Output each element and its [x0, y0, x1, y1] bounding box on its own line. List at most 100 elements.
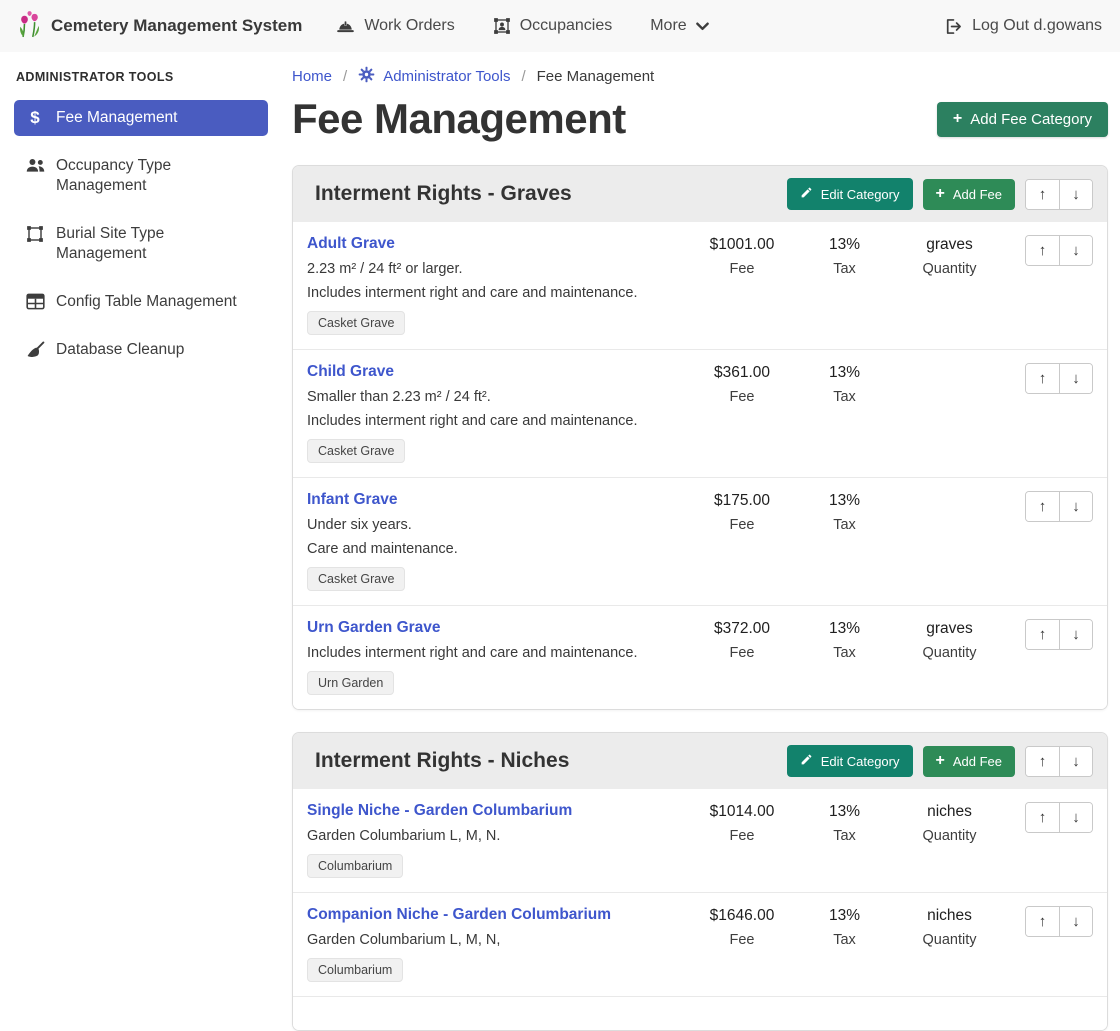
quantity-label: Quantity	[892, 261, 1007, 277]
fee-amount-value: $175.00	[687, 492, 797, 510]
edit-category-button[interactable]: Edit Category	[787, 745, 913, 777]
fee-name-link[interactable]: Companion Niche - Garden Columbarium	[307, 906, 611, 924]
add-fee-category-button[interactable]: + Add Fee Category	[937, 102, 1108, 137]
nav-occupancies[interactable]: Occupancies	[493, 17, 613, 35]
edit-category-button[interactable]: Edit Category	[787, 178, 913, 210]
fee-row: Child Grave Smaller than 2.23 m² / 24 ft…	[293, 349, 1107, 477]
fee-amount-label: Fee	[687, 389, 797, 405]
sidebar-item-occupancy-type-management[interactable]: Occupancy Type Management	[14, 148, 268, 204]
fee-details: Child Grave Smaller than 2.23 m² / 24 ft…	[307, 363, 687, 463]
category-header: Interment Rights - Niches Edit Category …	[293, 733, 1107, 789]
fee-type-badge: Casket Grave	[307, 311, 405, 335]
fee-descriptions: Under six years.Care and maintenance.	[307, 517, 677, 557]
move-category-down-button[interactable]: ↓	[1059, 747, 1092, 776]
move-fee-down-button[interactable]: ↓	[1059, 236, 1092, 265]
tax-value: 13%	[797, 620, 892, 638]
move-fee-down-button[interactable]: ↓	[1059, 492, 1092, 521]
quantity-label: Quantity	[892, 932, 1007, 948]
fee-amount-column: $372.00 Fee	[687, 619, 797, 661]
fee-reorder-group: ↑ ↓	[1025, 802, 1093, 833]
category-list: Interment Rights - Graves Edit Category …	[292, 165, 1108, 1031]
sidebar-item-label: Burial Site Type Management	[56, 224, 258, 264]
plus-icon: +	[936, 188, 945, 200]
fee-name-link[interactable]: Single Niche - Garden Columbarium	[307, 802, 572, 820]
nav-work-orders-label: Work Orders	[364, 17, 454, 35]
move-fee-down-button[interactable]: ↓	[1059, 803, 1092, 832]
fee-row: Adult Grave 2.23 m² / 24 ft² or larger.I…	[293, 222, 1107, 349]
fee-description: Includes interment right and care and ma…	[307, 285, 677, 301]
add-fee-button[interactable]: + Add Fee	[923, 179, 1016, 210]
fee-descriptions: Garden Columbarium L, M, N,	[307, 932, 677, 948]
sidebar-item-fee-management[interactable]: $ Fee Management	[14, 100, 268, 136]
arrow-down-icon: ↓	[1072, 913, 1080, 930]
arrow-up-icon: ↑	[1039, 186, 1047, 203]
move-fee-up-button[interactable]: ↑	[1026, 492, 1059, 521]
move-fee-down-button[interactable]: ↓	[1059, 620, 1092, 649]
move-fee-up-button[interactable]: ↑	[1026, 620, 1059, 649]
tax-column: 13% Tax	[797, 906, 892, 948]
category-title: Interment Rights - Niches	[315, 749, 787, 773]
fee-description: Garden Columbarium L, M, N.	[307, 828, 677, 844]
nav-work-orders[interactable]: Work Orders	[336, 17, 454, 35]
add-fee-button[interactable]: + Add Fee	[923, 746, 1016, 777]
tax-label: Tax	[797, 261, 892, 277]
move-fee-up-button[interactable]: ↑	[1026, 907, 1059, 936]
fee-description: Care and maintenance.	[307, 541, 677, 557]
arrow-down-icon: ↓	[1072, 370, 1080, 387]
breadcrumb-home-link[interactable]: Home	[292, 68, 332, 85]
fee-reorder-group: ↑ ↓	[1025, 235, 1093, 266]
fee-name-link[interactable]: Infant Grave	[307, 491, 397, 509]
sidebar-item-label: Occupancy Type Management	[56, 156, 258, 196]
logout-icon	[944, 18, 963, 35]
tax-column: 13% Tax	[797, 491, 892, 533]
move-fee-up-button[interactable]: ↑	[1026, 236, 1059, 265]
app-brand: Cemetery Management System	[18, 9, 302, 44]
sidebar-item-burial-site-type-management[interactable]: Burial Site Type Management	[14, 216, 268, 272]
fee-details: Infant Grave Under six years.Care and ma…	[307, 491, 687, 591]
move-category-down-button[interactable]: ↓	[1059, 180, 1092, 209]
fee-descriptions: Garden Columbarium L, M, N.	[307, 828, 677, 844]
chevron-down-icon	[696, 22, 709, 31]
arrow-down-icon: ↓	[1072, 626, 1080, 643]
page-title: Fee Management	[292, 95, 626, 143]
tulip-logo-icon	[18, 9, 42, 44]
fee-name-link[interactable]: Child Grave	[307, 363, 394, 381]
gear-icon	[358, 66, 375, 87]
fee-list: Adult Grave 2.23 m² / 24 ft² or larger.I…	[293, 222, 1107, 709]
move-fee-down-button[interactable]: ↓	[1059, 907, 1092, 936]
fee-category-card: Interment Rights - Niches Edit Category …	[292, 732, 1108, 1031]
fee-name-link[interactable]: Adult Grave	[307, 235, 395, 253]
breadcrumb-admin-tools-link[interactable]: Administrator Tools	[358, 66, 510, 87]
tax-label: Tax	[797, 645, 892, 661]
sidebar-item-database-cleanup[interactable]: Database Cleanup	[14, 332, 268, 368]
arrow-up-icon: ↑	[1039, 498, 1047, 515]
fee-list: Single Niche - Garden Columbarium Garden…	[293, 789, 1107, 1030]
logout-button[interactable]: Log Out d.gowans	[944, 17, 1102, 35]
arrow-up-icon: ↑	[1039, 626, 1047, 643]
category-actions: Edit Category + Add Fee ↑ ↓	[787, 178, 1093, 210]
vector-square-icon	[24, 224, 46, 243]
sidebar-item-config-table-management[interactable]: Config Table Management	[14, 284, 268, 320]
sidebar-heading: ADMINISTRATOR TOOLS	[16, 70, 268, 84]
move-fee-up-button[interactable]: ↑	[1026, 364, 1059, 393]
fee-reorder-group: ↑ ↓	[1025, 363, 1093, 394]
occupancy-frame-icon	[493, 17, 511, 35]
fee-name-link[interactable]: Urn Garden Grave	[307, 619, 441, 637]
move-fee-down-button[interactable]: ↓	[1059, 364, 1092, 393]
app-title: Cemetery Management System	[51, 16, 302, 36]
sidebar-item-label: Fee Management	[56, 108, 178, 128]
move-fee-up-button[interactable]: ↑	[1026, 803, 1059, 832]
edit-category-label: Edit Category	[821, 187, 900, 202]
nav-more-dropdown[interactable]: More	[650, 17, 708, 35]
pencil-icon	[800, 186, 813, 202]
fee-reorder-group: ↑ ↓	[1025, 491, 1093, 522]
nav-occupancies-label: Occupancies	[520, 17, 613, 35]
fee-details: Single Niche - Garden Columbarium Garden…	[307, 802, 687, 878]
nav-links: Work Orders Occupancies More	[336, 17, 708, 35]
arrow-down-icon: ↓	[1072, 242, 1080, 259]
fee-type-badge: Columbarium	[307, 854, 403, 878]
fee-row: Infant Grave Under six years.Care and ma…	[293, 477, 1107, 605]
arrow-up-icon: ↑	[1039, 809, 1047, 826]
move-category-up-button[interactable]: ↑	[1026, 180, 1059, 209]
move-category-up-button[interactable]: ↑	[1026, 747, 1059, 776]
